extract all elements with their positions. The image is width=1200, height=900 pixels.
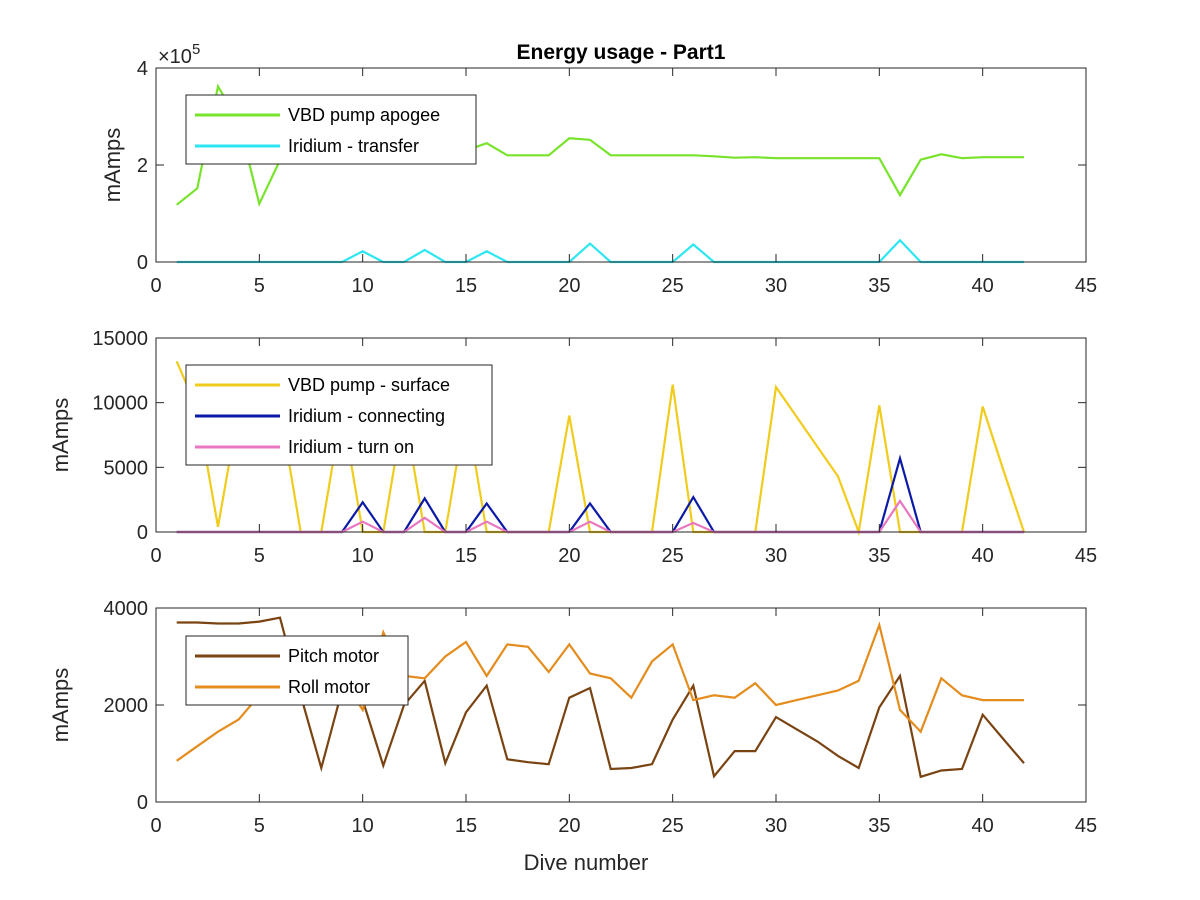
x-tick-label: 10	[352, 545, 374, 567]
x-tick-label: 0	[150, 275, 161, 297]
x-tick-label: 15	[455, 275, 477, 297]
legend: VBD pump apogee Iridium - transfer	[185, 94, 477, 165]
subplot-3: 0 5 10 15 20 25 30 35 40 45 0 2000 4000 mAmps Dive num…	[48, 598, 1097, 875]
x-tick-label: 45	[1075, 815, 1097, 837]
legend-entry: Iridium - transfer	[288, 136, 419, 156]
chart-title: Energy usage - Part1	[517, 41, 726, 64]
x-tick-label: 5	[254, 275, 265, 297]
y-exponent-label: ×105	[158, 41, 200, 68]
y-axis-label: mAmps	[48, 398, 73, 473]
y-tick-label: 15000	[92, 328, 148, 350]
x-tick-label: 45	[1075, 545, 1097, 567]
legend: Pitch motor Roll motor	[185, 635, 409, 706]
legend-entry: Roll motor	[288, 677, 370, 697]
x-axis-label: Dive number	[524, 850, 649, 875]
y-tick-label: 4000	[104, 598, 149, 620]
x-tick-label: 20	[558, 275, 580, 297]
x-tick-label: 40	[972, 815, 994, 837]
legend-entry: Pitch motor	[288, 646, 379, 666]
subplot-2: 0 5 10 15 20 25 30 35 40 45 0 5000 10000 15000 mAmps VB…	[48, 328, 1097, 567]
x-tick-label: 40	[972, 275, 994, 297]
x-tick-label: 5	[254, 545, 265, 567]
x-tick-label: 35	[868, 275, 890, 297]
axes-frame	[155, 337, 1087, 533]
legend-box	[185, 635, 409, 706]
y-tick-label: 0	[137, 252, 148, 274]
y-tick-label: 0	[137, 792, 148, 814]
y-exponent-power: 5	[192, 41, 200, 58]
y-tick-label: 0	[137, 522, 148, 544]
y-axis-label: mAmps	[100, 128, 125, 203]
y-tick-label: 2000	[104, 695, 149, 717]
x-tick-label: 30	[765, 545, 787, 567]
x-tick-label: 5	[254, 815, 265, 837]
y-tick-label: 5000	[104, 457, 149, 479]
x-tick-label: 40	[972, 545, 994, 567]
x-tick-label: 10	[352, 275, 374, 297]
legend: VBD pump - surface Iridium - connecting Ir…	[185, 364, 493, 466]
y-tick-label: 4	[137, 58, 148, 80]
legend-entry: Iridium - connecting	[288, 406, 445, 426]
x-tick-label: 25	[662, 545, 684, 567]
legend-entry: VBD pump apogee	[288, 105, 440, 125]
legend-entry: Iridium - turn on	[288, 437, 414, 457]
x-tick-label: 15	[455, 815, 477, 837]
x-tick-label: 20	[558, 545, 580, 567]
x-tick-label: 35	[868, 545, 890, 567]
x-tick-label: 0	[150, 815, 161, 837]
series-line-pitch-motor	[176, 616, 1025, 779]
x-tick-label: 10	[352, 815, 374, 837]
x-tick-label: 25	[662, 275, 684, 297]
x-tick-label: 45	[1075, 275, 1097, 297]
y-exponent-base: ×10	[158, 46, 192, 68]
x-tick-label: 35	[868, 815, 890, 837]
y-tick-label: 10000	[92, 393, 148, 415]
y-tick-label: 2	[137, 155, 148, 177]
x-tick-label: 20	[558, 815, 580, 837]
legend-box	[185, 94, 477, 165]
legend-entry: VBD pump - surface	[288, 375, 450, 395]
x-tick-label: 0	[150, 545, 161, 567]
x-tick-label: 30	[765, 275, 787, 297]
y-axis-label: mAmps	[48, 668, 73, 743]
x-tick-label: 30	[765, 815, 787, 837]
x-tick-label: 15	[455, 545, 477, 567]
x-tick-label: 25	[662, 815, 684, 837]
